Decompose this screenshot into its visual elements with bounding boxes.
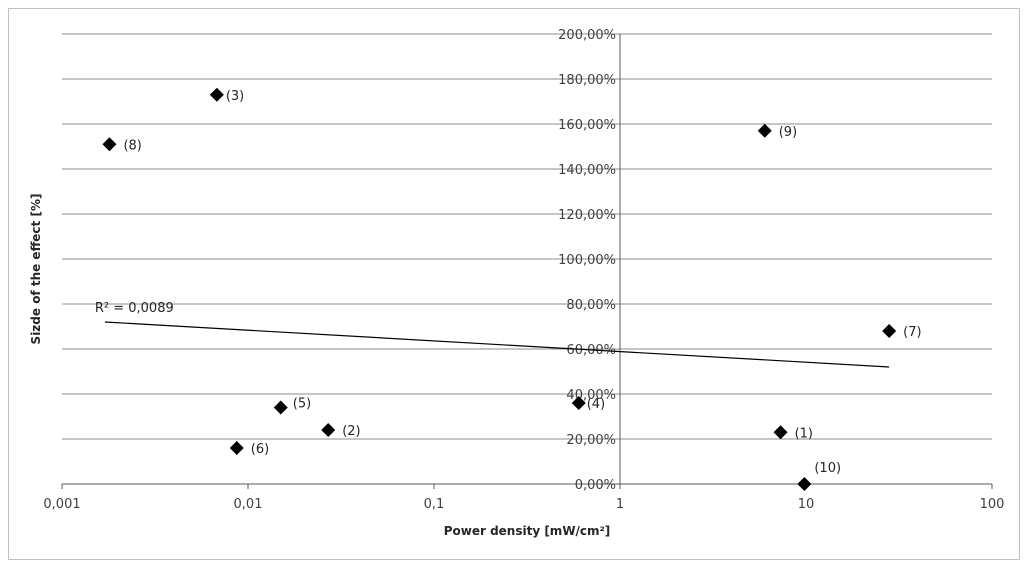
trendline-line <box>104 321 890 368</box>
data-point-marker <box>273 400 288 415</box>
data-point-label: (7) <box>903 325 921 340</box>
y-tick-label: 140,00% <box>558 163 616 178</box>
data-point-label: (9) <box>779 125 797 140</box>
y-tick-label: 100,00% <box>558 253 616 268</box>
chart-frame <box>8 8 1020 560</box>
x-tick-labels: 0,001 0,01 0,1 1 10 100 <box>43 497 1004 512</box>
data-points <box>102 87 897 491</box>
data-point-marker <box>229 441 244 455</box>
data-point-label: (10) <box>814 461 841 476</box>
y-tick-label: 180,00% <box>558 73 616 88</box>
y-tick-label: 160,00% <box>558 118 616 133</box>
data-point-marker <box>571 396 586 410</box>
x-axis-title: Power density [mW/cm²] <box>444 524 611 538</box>
data-point-marker <box>102 137 117 152</box>
data-point-marker <box>882 324 897 338</box>
data-point-label: (5) <box>293 397 311 412</box>
y-tick-label: 0,00% <box>575 478 616 493</box>
data-point-marker <box>797 477 812 491</box>
data-point-marker <box>757 123 772 138</box>
y-axis-title: Sizde of the effect [%] <box>29 194 43 345</box>
data-point-label: (3) <box>226 89 244 104</box>
trendline <box>104 321 890 368</box>
x-tick-label: 0,01 <box>234 497 263 512</box>
axes <box>61 34 993 489</box>
x-tick-label: 100 <box>980 497 1005 512</box>
data-point-marker <box>773 425 788 440</box>
y-tick-label: 120,00% <box>558 208 616 223</box>
y-tick-labels: 0,00%20,00%40,00%60,00%80,00%100,00%120,… <box>558 28 616 493</box>
gridlines <box>62 33 992 440</box>
y-tick-label: 80,00% <box>566 298 616 313</box>
data-point-marker <box>321 423 336 437</box>
data-point-label: (2) <box>342 424 360 439</box>
r-squared-label: R² = 0,0089 <box>95 301 174 316</box>
data-point-marker <box>209 87 224 102</box>
x-tick-label: 0,1 <box>424 497 445 512</box>
y-tick-label: 200,00% <box>558 28 616 43</box>
x-tick-label: 1 <box>616 497 624 512</box>
point-labels: (1) (2) (3) (4) (5) (6) (7) (8) (9) (10) <box>123 89 921 476</box>
x-tick-label: 10 <box>798 497 815 512</box>
data-point-label: (6) <box>251 442 269 457</box>
data-point-label: (1) <box>795 426 813 441</box>
y-tick-label: 20,00% <box>566 433 616 448</box>
data-point-label: (8) <box>123 138 141 153</box>
x-tick-label: 0,001 <box>43 497 80 512</box>
data-point-label: (4) <box>587 397 605 412</box>
